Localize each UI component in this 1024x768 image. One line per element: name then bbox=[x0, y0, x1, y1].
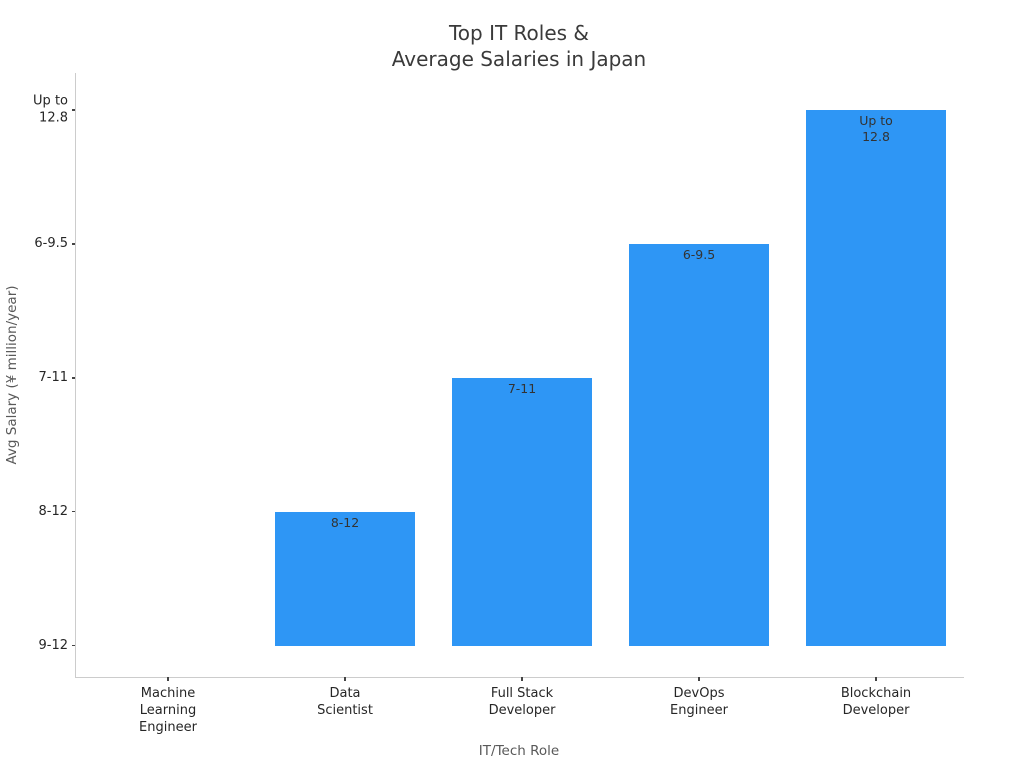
y-tick-mark bbox=[71, 109, 75, 111]
bar-value-label: 6-9.5 bbox=[682, 246, 716, 262]
bar-devops-engineer: 6-9.5 bbox=[629, 243, 769, 646]
bar-value-label: 8-12 bbox=[330, 514, 360, 530]
x-tick-label: Data Scientist bbox=[317, 686, 373, 718]
x-tick-label: Blockchain Developer bbox=[840, 686, 912, 718]
y-tick-label: 7-11 bbox=[38, 369, 68, 385]
y-tick-mark bbox=[71, 377, 75, 379]
x-tick-label: Full Stack Developer bbox=[488, 686, 556, 718]
x-tick-mark bbox=[875, 677, 877, 681]
y-tick-mark bbox=[71, 644, 75, 647]
y-tick-mark bbox=[71, 510, 75, 513]
y-tick-mark bbox=[71, 243, 75, 245]
x-tick-label: Machine Learning Engineer bbox=[139, 686, 197, 735]
y-tick-label: 6-9.5 bbox=[34, 235, 68, 251]
bar-data-scientist: 8-12 bbox=[275, 511, 415, 646]
bar-full-stack-developer: 7-11 bbox=[452, 377, 592, 646]
bar-value-label: Up to 12.8 bbox=[859, 113, 893, 144]
x-tick-mark bbox=[344, 677, 346, 681]
x-tick-mark bbox=[521, 677, 523, 681]
y-axis-label: Avg Salary (¥ million/year) bbox=[4, 285, 20, 465]
chart-title-line-2: Average Salaries in Japan bbox=[391, 47, 647, 71]
x-tick-mark bbox=[167, 677, 169, 681]
chart-title: Top IT Roles & Average Salaries in Japan bbox=[75, 20, 963, 72]
bar-blockchain-developer: Up to 12.8 bbox=[806, 110, 946, 646]
x-tick-label: DevOps Engineer bbox=[670, 686, 728, 718]
chart-title-line-1: Top IT Roles & bbox=[448, 21, 590, 45]
x-tick-mark bbox=[698, 677, 700, 681]
y-tick-label: 9-12 bbox=[38, 637, 68, 653]
plot-area: Up to 12.8 6-9.5 7-11 8-12 9-12 8-12 7-1… bbox=[33, 73, 964, 735]
bar-value-label: 7-11 bbox=[507, 380, 537, 396]
y-tick-label: Up to 12.8 bbox=[33, 93, 68, 126]
y-tick-label: 8-12 bbox=[38, 503, 68, 519]
x-axis-label: IT/Tech Role bbox=[478, 743, 560, 759]
